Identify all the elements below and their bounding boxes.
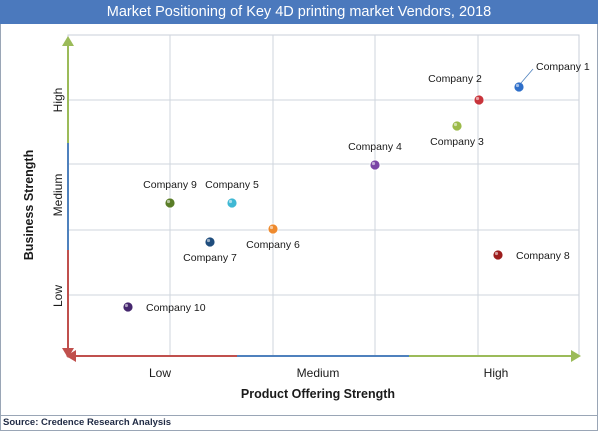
chart-title: Market Positioning of Key 4D printing ma…: [106, 4, 492, 20]
source-note: Source: Credence Research Analysis: [3, 417, 172, 428]
point-marker: [492, 249, 504, 261]
point-marker: [204, 236, 216, 248]
point-label: Company 8: [516, 250, 570, 262]
title-bar: [0, 0, 598, 24]
x-tick-label: High: [484, 366, 509, 380]
data-point: Company 2: [428, 73, 485, 106]
y-tick-label: High: [51, 88, 65, 113]
y-tick-label: Medium: [51, 174, 65, 217]
data-point: Company 1: [513, 61, 590, 93]
axes: [62, 36, 581, 362]
data-point: Company 10: [122, 301, 206, 314]
y-tick-label: Low: [51, 285, 65, 307]
point-highlight: [515, 83, 520, 88]
x-axis-arrow-left: [66, 350, 76, 362]
data-point: Company 4: [348, 141, 402, 171]
point-label: Company 10: [146, 302, 206, 314]
grid: [67, 34, 580, 357]
point-highlight: [269, 225, 274, 230]
data-point: Company 5: [205, 179, 259, 209]
point-marker: [473, 94, 485, 106]
point-label: Company 2: [428, 73, 482, 85]
point-label: Company 9: [143, 179, 197, 191]
source-divider: [0, 415, 598, 416]
plot-border: [67, 34, 580, 357]
point-highlight: [166, 199, 171, 204]
data-point: Company 6: [246, 223, 300, 251]
y-axis-title: Business Strength: [22, 150, 36, 260]
data-point: Company 3: [430, 120, 484, 148]
point-label: Company 1: [536, 61, 590, 73]
point-marker: [513, 81, 525, 93]
y-axis-arrow-down: [62, 348, 74, 358]
point-marker: [164, 197, 176, 209]
point-highlight: [228, 199, 233, 204]
x-tick-label: Medium: [297, 366, 340, 380]
point-label: Company 6: [246, 239, 300, 251]
x-tick-label: Low: [149, 366, 171, 380]
data-points: Company 1 Company 2 Company 3 Company 4 Comp…: [122, 61, 590, 314]
point-label: Company 5: [205, 179, 259, 191]
point-marker: [267, 223, 279, 235]
data-point: Company 9: [143, 179, 197, 209]
point-highlight: [124, 303, 129, 308]
point-leader-line: [520, 68, 534, 84]
y-axis-arrow-up: [62, 36, 74, 46]
point-highlight: [494, 251, 499, 256]
point-highlight: [371, 161, 376, 166]
point-marker: [122, 301, 134, 313]
x-axis-arrow-right: [571, 350, 581, 362]
point-label: Company 4: [348, 141, 402, 153]
point-label: Company 7: [183, 252, 237, 264]
data-point: Company 7: [183, 236, 237, 264]
tick-labels: Low Medium High Low Medium High: [51, 88, 508, 380]
point-marker: [369, 159, 381, 171]
point-highlight: [206, 238, 211, 243]
x-axis-title: Product Offering Strength: [241, 387, 395, 401]
point-label: Company 3: [430, 136, 484, 148]
data-point: Company 8: [492, 249, 570, 262]
point-marker: [451, 120, 463, 132]
point-highlight: [453, 122, 458, 127]
point-marker: [226, 197, 238, 209]
point-highlight: [475, 96, 480, 101]
